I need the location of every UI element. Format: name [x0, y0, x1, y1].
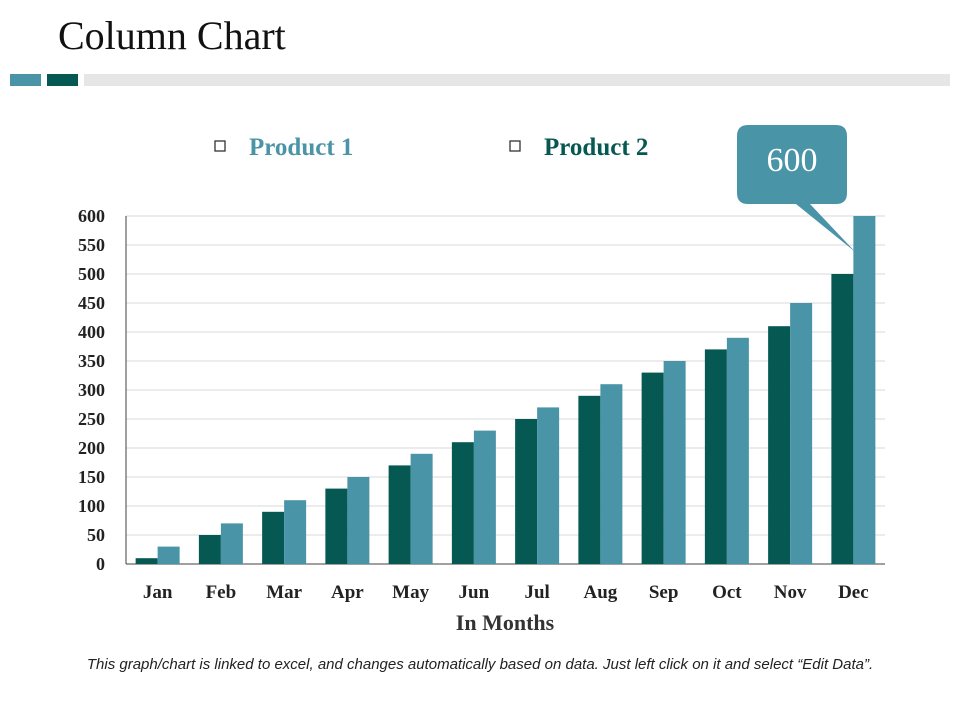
bar-product-2-apr — [325, 488, 348, 564]
bar-product-1-nov — [790, 303, 813, 564]
bar-product-2-jan — [135, 558, 158, 564]
footer-note: This graph/chart is linked to excel, and… — [86, 656, 874, 673]
y-tick-label-50: 50 — [87, 525, 105, 545]
callout-bubble — [737, 125, 856, 252]
bar-product-2-jun — [451, 442, 474, 564]
bar-product-1-jun — [473, 430, 496, 564]
x-tick-label-mar: Mar — [266, 582, 302, 603]
bar-product-1-jul — [537, 407, 560, 564]
page-title: Column Chart — [58, 13, 286, 58]
y-tick-label-0: 0 — [96, 554, 105, 574]
y-tick-label-550: 550 — [78, 235, 105, 255]
bar-product-2-dec — [831, 274, 854, 564]
bar-product-1-sep — [663, 361, 686, 564]
x-tick-label-aug: Aug — [583, 582, 617, 603]
title-accent-bar-dark — [47, 74, 78, 86]
y-tick-label-250: 250 — [78, 409, 105, 429]
bar-product-2-mar — [262, 511, 285, 564]
bar-product-2-feb — [198, 535, 221, 564]
x-tick-label-apr: Apr — [331, 582, 364, 603]
bar-product-2-sep — [641, 372, 664, 564]
x-tick-label-jul: Jul — [524, 582, 549, 603]
x-tick-label-may: May — [392, 582, 429, 603]
bar-product-2-nov — [768, 326, 791, 564]
title-divider-bar — [84, 74, 950, 86]
y-tick-label-200: 200 — [78, 438, 105, 458]
x-tick-label-jan: Jan — [143, 582, 173, 603]
bar-product-1-may — [410, 453, 433, 564]
bar-product-1-dec — [853, 216, 876, 564]
legend-marker-product-2 — [509, 140, 521, 152]
y-tick-label-450: 450 — [78, 293, 105, 313]
column-chart[interactable]: 0 50 100 150 200 250 300 350 400 450 500 550 600 Jan F… — [0, 0, 960, 650]
x-axis-title: In Months — [456, 610, 555, 635]
x-tick-label-jun: Jun — [459, 582, 490, 603]
bar-product-1-oct — [726, 337, 749, 564]
x-tick-label-oct: Oct — [712, 582, 742, 603]
legend-marker-product-1 — [214, 140, 226, 152]
y-tick-label-500: 500 — [78, 264, 105, 284]
y-tick-label-100: 100 — [78, 496, 105, 516]
y-tick-label-600: 600 — [78, 206, 105, 226]
bar-product-1-mar — [284, 500, 307, 564]
title-accent-bar-light — [10, 74, 41, 86]
bar-product-2-may — [388, 465, 411, 564]
x-tick-label-feb: Feb — [206, 582, 237, 603]
x-tick-label-nov: Nov — [774, 582, 807, 603]
bar-product-1-apr — [347, 477, 370, 564]
bar-product-1-jan — [157, 546, 180, 564]
x-tick-label-dec: Dec — [838, 582, 869, 603]
y-tick-label-300: 300 — [78, 380, 105, 400]
x-tick-label-sep: Sep — [649, 582, 679, 603]
bar-product-2-jul — [515, 419, 538, 564]
bar-product-2-oct — [704, 349, 727, 564]
bar-product-2-aug — [578, 395, 601, 564]
bar-product-1-feb — [220, 523, 243, 564]
bar-product-1-aug — [600, 384, 623, 564]
legend-label-product-1: Product 1 — [249, 134, 353, 161]
callout-value-label: 600 — [767, 142, 818, 179]
y-tick-label-350: 350 — [78, 351, 105, 371]
legend-label-product-2: Product 2 — [544, 134, 648, 161]
y-tick-label-400: 400 — [78, 322, 105, 342]
y-tick-label-150: 150 — [78, 467, 105, 487]
